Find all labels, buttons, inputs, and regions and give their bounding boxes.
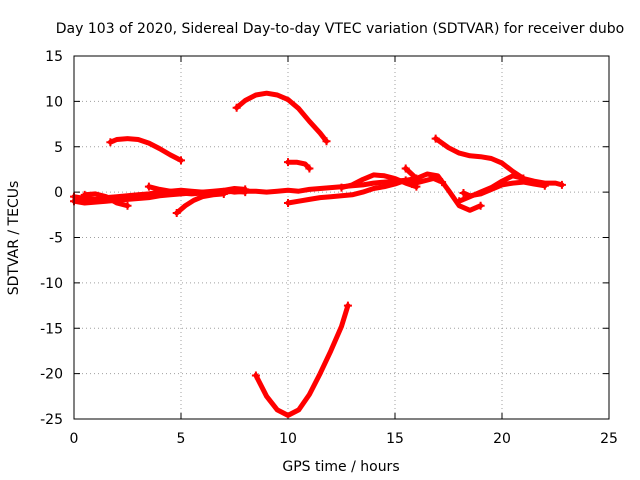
x-tick-label: 25	[600, 431, 618, 447]
trace-arc-6	[107, 136, 184, 163]
trace-arc-8	[285, 159, 312, 171]
trace-arc-13	[433, 136, 526, 181]
trace-arc-15	[461, 179, 548, 199]
plus-marker	[177, 156, 185, 165]
trace-arc-7	[234, 90, 329, 144]
x-tick-label: 0	[70, 431, 79, 447]
trace-arc-4	[146, 184, 248, 197]
plus-marker	[172, 208, 181, 217]
x-axis-title: GPS time / hours	[282, 459, 399, 475]
plus-marker	[431, 134, 440, 143]
y-tick-label: -25	[40, 412, 63, 428]
grid	[74, 56, 609, 419]
x-tick-label: 15	[386, 431, 404, 447]
y-tick-label: 15	[45, 49, 63, 65]
plus-marker	[80, 190, 89, 199]
trace-arc-12	[409, 176, 445, 187]
plus-marker	[455, 197, 464, 206]
y-tick-label: 0	[54, 185, 63, 201]
plus-marker	[438, 178, 447, 187]
y-tick-label: 10	[45, 94, 63, 110]
plus-marker	[322, 137, 331, 146]
plus-marker	[284, 158, 292, 167]
data-traces	[70, 90, 566, 418]
y-tick-label: 5	[54, 140, 63, 156]
y-tick-label: -5	[49, 231, 63, 247]
y-tick-label: -15	[40, 321, 63, 337]
plus-marker	[540, 181, 549, 190]
trace-arc-16	[253, 303, 351, 418]
plus-marker	[401, 164, 410, 173]
plus-marker	[343, 301, 352, 310]
trace-arc-5	[174, 191, 227, 216]
plus-marker	[305, 164, 314, 173]
plus-marker	[476, 201, 485, 210]
x-tick-label: 10	[279, 431, 297, 447]
y-axis-title: SDTVAR / TECUs	[6, 181, 22, 296]
x-tick-label: 20	[493, 431, 511, 447]
trace-arc-10	[339, 172, 419, 191]
plus-marker	[408, 179, 417, 188]
x-tick-label: 5	[177, 431, 186, 447]
x-tick-labels: 0 5 10 15 20 25	[70, 431, 618, 447]
trace-arc-3	[82, 191, 130, 209]
plus-marker	[251, 371, 260, 380]
plus-marker	[337, 183, 346, 192]
plus-marker	[144, 182, 153, 191]
chart-title: Day 103 of 2020, Sidereal Day-to-day VTE…	[56, 21, 624, 37]
trace-arc-9	[285, 177, 409, 206]
y-tick-labels: 15 10 5 0 -5 -10 -15 -20 -25	[40, 49, 63, 428]
plus-marker	[459, 189, 468, 198]
y-tick-label: -20	[40, 367, 63, 383]
plot-frame	[73, 55, 610, 420]
plus-marker	[284, 199, 292, 208]
plus-marker	[232, 103, 241, 112]
plus-marker	[219, 189, 228, 198]
plus-marker	[106, 138, 115, 147]
plus-marker	[557, 180, 566, 189]
y-tick-label: -10	[40, 276, 63, 292]
plus-marker	[123, 201, 132, 210]
plus-marker	[241, 185, 250, 194]
